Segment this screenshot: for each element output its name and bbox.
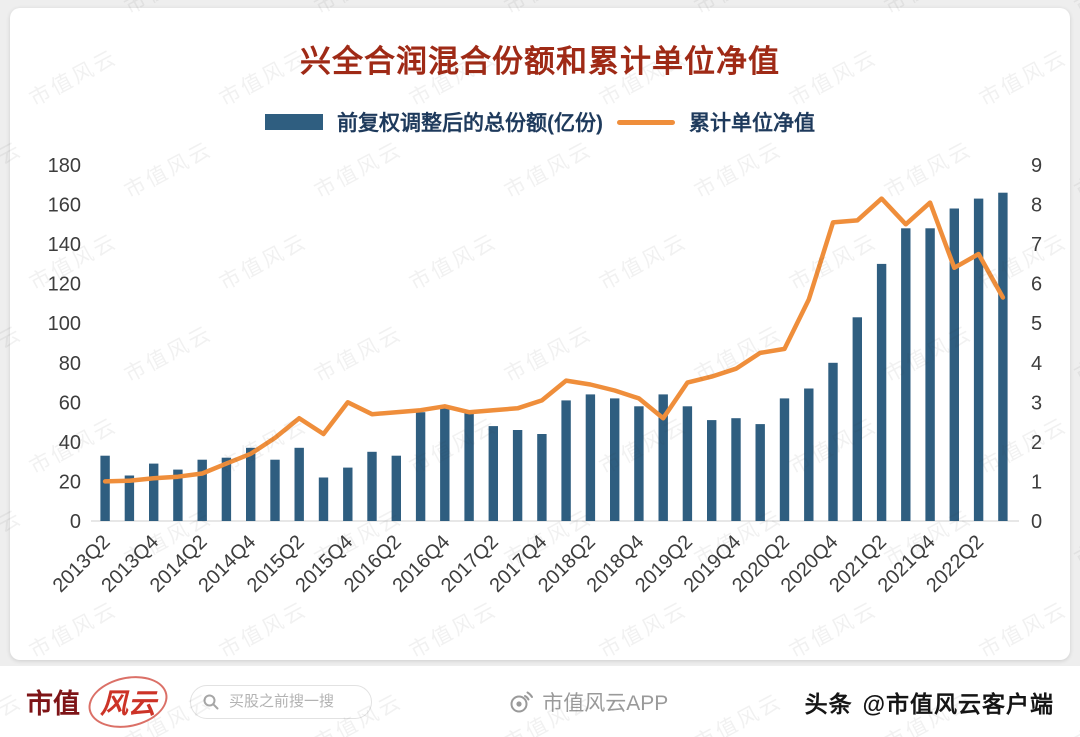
svg-text:20: 20 (59, 471, 81, 493)
svg-text:3: 3 (1031, 392, 1042, 414)
brand-shizhi-label: 市值 (26, 689, 80, 719)
chart-canvas: 02040608010012014016018001234567892013Q2… (48, 155, 1043, 597)
legend-line-label: 累计单位净值 (689, 112, 815, 135)
chart-legend: 前复权调整后的总份额(亿份) 累计单位净值 (10, 107, 1070, 137)
svg-text:80: 80 (59, 353, 81, 375)
svg-text:5: 5 (1031, 313, 1042, 335)
chart-title: 兴全合润混合份额和累计单位净值 (300, 44, 780, 79)
chart-card: 兴全合润混合份额和累计单位净值 前复权调整后的总份额(亿份) 累计单位净值 0 2… (10, 8, 1070, 660)
svg-text:60: 60 (59, 392, 81, 414)
svg-text:40: 40 (59, 432, 81, 454)
footer-account-group: 头条 @市值风云客户端 (805, 685, 1054, 719)
svg-text:2: 2 (1031, 432, 1042, 454)
svg-text:6: 6 (1031, 274, 1042, 296)
svg-text:8: 8 (1031, 195, 1042, 217)
weibo-icon (510, 691, 534, 712)
legend-bar-swatch (265, 114, 323, 130)
svg-text:120: 120 (48, 274, 81, 296)
svg-text:1: 1 (1031, 471, 1042, 493)
footer-app-group: 市值风云APP (372, 687, 805, 717)
footer-brand-group: 市值 风云 (26, 680, 373, 724)
svg-text:4: 4 (1031, 353, 1042, 375)
search-input[interactable] (227, 692, 360, 711)
toutiao-label: 头条 (804, 690, 853, 717)
svg-text:7: 7 (1031, 234, 1042, 256)
svg-text:0: 0 (70, 511, 81, 533)
svg-text:180: 180 (48, 155, 81, 177)
svg-text:160: 160 (48, 195, 81, 217)
account-handle: @市值风云客户端 (862, 690, 1054, 717)
svg-text:9: 9 (1031, 155, 1042, 177)
footer-bar: 市值 风云 市值风云APP 头条 @市值风云客户端 (0, 666, 1080, 737)
svg-text:140: 140 (48, 234, 81, 256)
search-box[interactable] (190, 684, 373, 719)
svg-text:100: 100 (48, 313, 81, 335)
app-label: 市值风云APP (542, 691, 669, 715)
legend-line-swatch (617, 119, 675, 125)
search-icon (203, 694, 219, 709)
brand-fengyun-logo: 风云 (90, 680, 166, 724)
legend-bar-label: 前复权调整后的总份额(亿份) (337, 112, 603, 135)
svg-text:0: 0 (1031, 511, 1042, 533)
